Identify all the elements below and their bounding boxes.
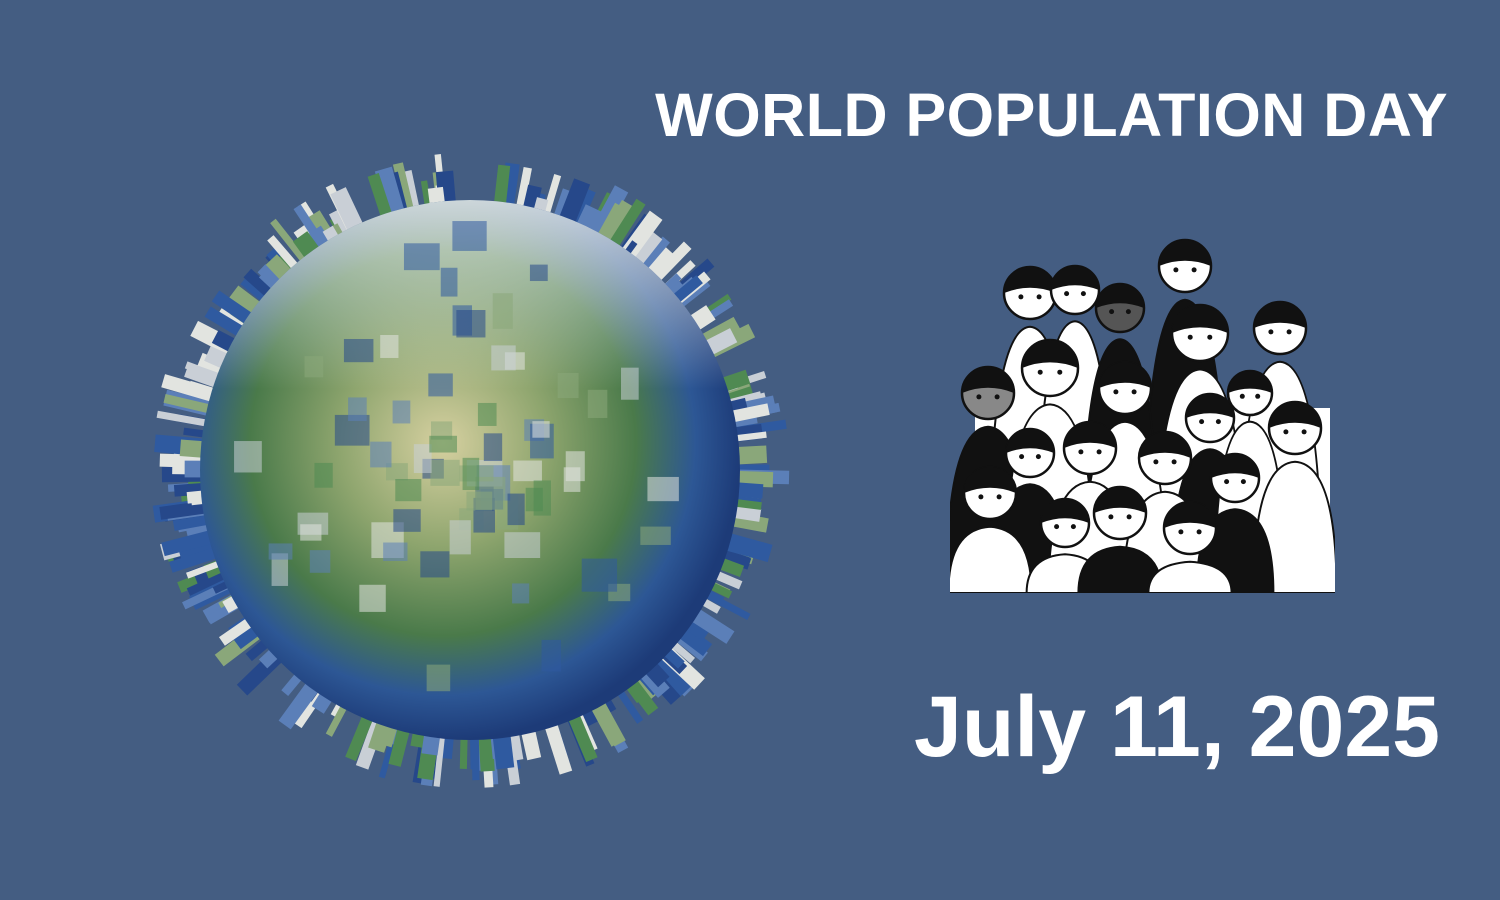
event-date: July 11, 2025 bbox=[914, 679, 1440, 775]
globe-city-image bbox=[152, 154, 790, 788]
page-title: WORLD POPULATION DAY bbox=[655, 81, 1448, 149]
crowd-illustration bbox=[950, 238, 1335, 593]
